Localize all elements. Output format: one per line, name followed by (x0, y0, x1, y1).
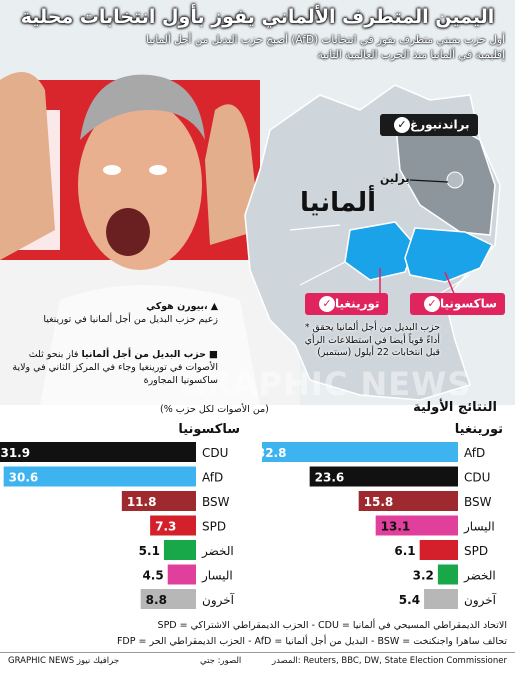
poll-note: * حزب البديل من أجل ألمانيا يحقق أداءً ق… (304, 322, 440, 358)
germany-map (244, 84, 501, 401)
saxony-label: ساكسونيا (440, 296, 497, 311)
value-label-0-3: 13.1 (381, 520, 411, 534)
footer-line1: SPD = الحزب الديمقراطي الاشتراكي - CDU =… (0, 620, 515, 634)
category-label-1-2: BSW (202, 495, 230, 509)
check-icon: ✓ (424, 296, 440, 312)
saxony-chart: 31.9 CDU 30.6 AfD 11.8 BSW 7.3 SPD 5.1 الخضر 4.5 ال… (0, 442, 235, 609)
bar-0-3 (375, 515, 458, 536)
category-label-1-0: CDU (202, 446, 228, 460)
berlin-label: برلين (380, 172, 410, 185)
bar-0-6 (424, 589, 458, 609)
bar-0-4 (419, 540, 458, 560)
footer-line2: FDP = الحزب الديمقراطي الحر - AfD = البد… (0, 636, 515, 650)
germany-label: ألمانيا (300, 188, 377, 218)
saxony-region (404, 227, 494, 283)
illustration (0, 72, 501, 401)
abbreviations-2: FDP = الحزب الديمقراطي الحر - AfD = البد… (116, 636, 507, 647)
saxony-chart-title: ساكسونيا (178, 422, 240, 437)
category-label-0-2: BSW (464, 495, 492, 509)
value-label-1-1: 30.6 (9, 471, 39, 485)
value-label-1-4: 5.1 (139, 544, 160, 558)
bar-0-1 (309, 466, 458, 487)
square-icon: ■ (209, 349, 218, 360)
value-label-1-6: 8.8 (146, 593, 167, 607)
subhead: أصبح حزب البديل من أجل ألمانيا (AfD) أول… (146, 34, 505, 61)
thuringia-chart: 32.8 AfD 23.6 CDU 15.8 BSW 13.1 اليسار 6.1 SPD 3.2… (262, 442, 497, 609)
party-name: حزب البديل من أجل ألمانيا (81, 349, 207, 360)
person-name: بيورن هوكي، (146, 301, 208, 312)
category-label-1-4: الخضر (201, 544, 234, 559)
legend-person: بيورن هوكي، ▲ زعيم حزب البديل من أجل ألم… (8, 300, 218, 326)
check-icon: ✓ (319, 296, 335, 312)
thuringia-flag: ✓ تورينغيا (305, 293, 388, 315)
category-label-1-5: اليسار (201, 569, 233, 584)
headline: اليمين المتطرف الألماني يفوز بأول انتخاب… (20, 6, 495, 28)
thuringia-label: تورينغيا (335, 296, 380, 311)
category-label-0-3: اليسار (463, 520, 495, 535)
watermark: GRAPHIC NEWS (180, 365, 472, 403)
legend-party: ■ حزب البديل من أجل ألمانيا فاز بنحو ثلث … (8, 348, 218, 387)
bar-1-2 (121, 491, 196, 511)
check-icon: ✓ (394, 117, 410, 133)
category-label-1-1: AfD (202, 471, 223, 485)
bar-1-1 (3, 466, 196, 487)
value-label-1-3: 7.3 (155, 520, 176, 534)
category-label-0-4: SPD (464, 544, 488, 558)
category-label-1-3: SPD (202, 520, 226, 534)
value-label-1-2: 11.8 (127, 495, 157, 509)
value-label-0-0: 32.8 (262, 446, 286, 460)
bar-0-2 (358, 491, 458, 511)
brandenburg-label: براندنبورغ (410, 117, 470, 132)
thuringia-chart-title: تورينغيا (454, 422, 503, 437)
bar-1-3 (150, 515, 196, 536)
value-label-0-4: 6.1 (394, 544, 415, 558)
source-credit: المصدر: Reuters, BBC, DW, State Election… (271, 656, 507, 666)
category-label-0-5: الخضر (463, 569, 496, 584)
triangle-icon: ▲ (210, 301, 218, 312)
value-label-1-0: 31.9 (0, 446, 30, 460)
category-label-0-6: آخرون (464, 592, 497, 608)
category-label-1-6: آخرون (202, 592, 235, 608)
bar-0-5 (437, 564, 458, 585)
value-label-0-2: 15.8 (364, 495, 394, 509)
brandenburg-flag: ✓ براندنبورغ (380, 114, 478, 136)
results-subtitle: (% من الأصوات لكل حزب) (160, 404, 269, 415)
photo-credit: الصور: جتي (200, 656, 242, 666)
category-label-0-1: CDU (464, 471, 490, 485)
footer-credits: المصدر: Reuters, BBC, DW, State Election… (0, 656, 515, 670)
abbreviations-1: SPD = الحزب الديمقراطي الاشتراكي - CDU =… (157, 620, 507, 631)
bar-1-5 (167, 564, 196, 585)
photo-map-panel (0, 0, 515, 405)
category-label-0-0: AfD (464, 446, 485, 460)
value-label-0-6: 5.4 (399, 593, 420, 607)
bar-0-0 (262, 442, 458, 462)
bar-1-4 (163, 540, 196, 560)
bar-1-6 (140, 589, 196, 609)
party-desc: فاز بنحو ثلث الأصوات في تورينغيا وجاء في… (12, 349, 218, 386)
saxony-flag: ✓ ساكسونيا (410, 293, 505, 315)
person-desc: زعيم حزب البديل من أجل ألمانيا في تورينغ… (43, 314, 218, 325)
results-title: النتائج الأولية (413, 400, 497, 415)
value-label-0-5: 3.2 (413, 569, 434, 583)
bar-1-0 (0, 442, 196, 462)
value-label-0-1: 23.6 (315, 471, 345, 485)
berlin-pointer (409, 179, 449, 183)
brand-credit: GRAPHIC NEWS جرافيك نيوز (8, 656, 120, 666)
value-label-1-5: 4.5 (142, 569, 163, 583)
